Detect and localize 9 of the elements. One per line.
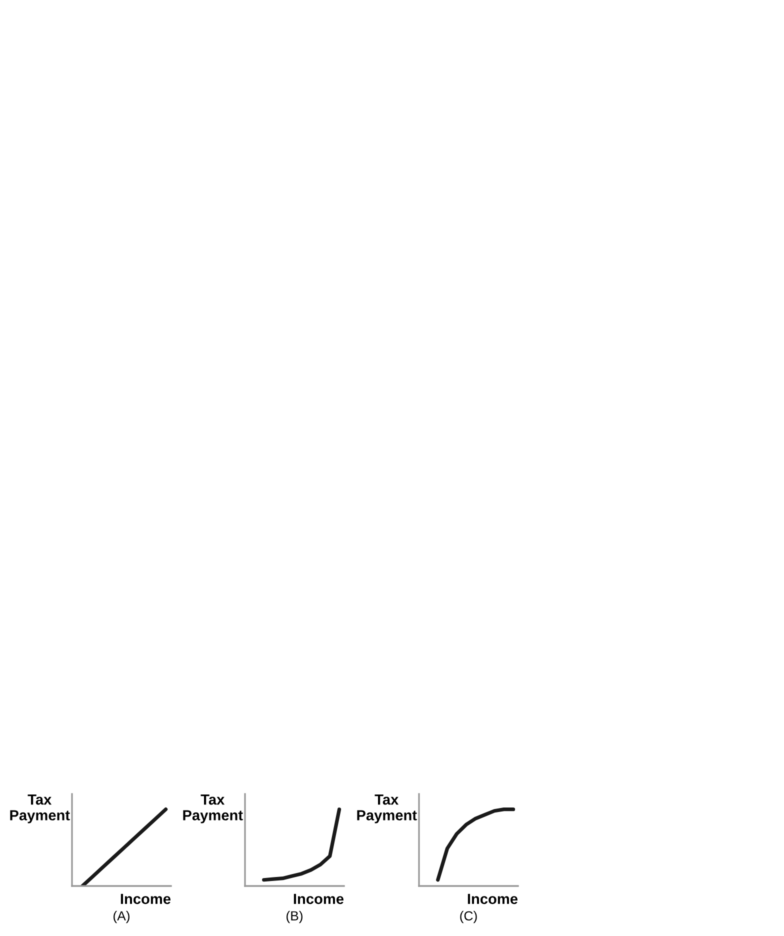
- text: (B): [286, 910, 302, 924]
- x-axis-title: Income: [120, 894, 171, 904]
- y-axis-title: Tax Payment: [357, 794, 417, 824]
- text: (A): [114, 910, 130, 924]
- x-axis-title: Income: [294, 894, 344, 904]
- x-axis-title: Income: [468, 894, 518, 904]
- y-axis-title: Tax Payment: [10, 794, 70, 824]
- text: (C): [460, 910, 477, 924]
- y-axis-title: Tax Payment: [183, 794, 243, 824]
